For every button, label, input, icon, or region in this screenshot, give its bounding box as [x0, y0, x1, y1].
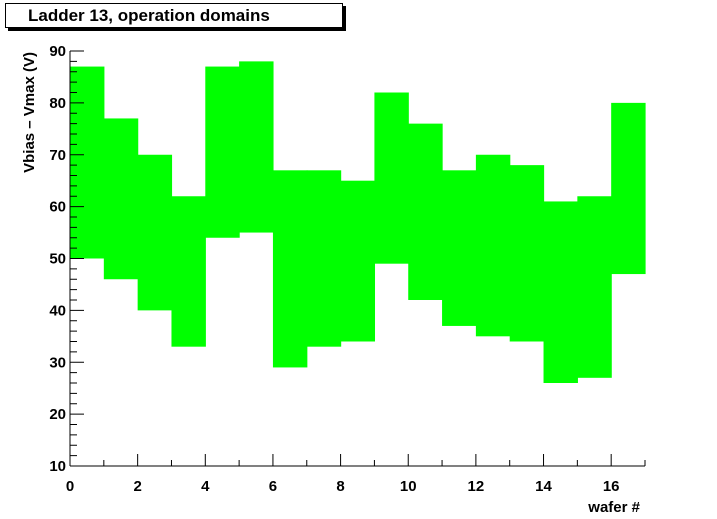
axes-layer: 0 2 4 6 8 10 12 14 16 10 20 30 40 50 60 70 80 90 [49, 43, 646, 495]
bar-wafer-6 [272, 170, 308, 368]
x-tick-label: 4 [201, 478, 210, 495]
x-tick-label: 16 [603, 478, 620, 495]
y-tick-label: 40 [49, 302, 66, 319]
y-tick-label: 90 [49, 43, 66, 60]
x-tick-label: 2 [133, 478, 141, 495]
bar-wafer-16 [611, 102, 646, 275]
y-tick-label: 70 [49, 147, 66, 164]
chart-title: Ladder 13, operation domains [28, 6, 270, 25]
bar-wafer-11 [442, 170, 477, 326]
x-tick-label: 10 [400, 478, 417, 495]
bar-wafer-2 [137, 154, 173, 311]
bar-wafer-10 [408, 123, 443, 300]
bar-wafer-0 [70, 66, 105, 259]
bar-wafer-7 [306, 170, 342, 347]
y-tick-label: 60 [49, 199, 66, 216]
x-tick-label: 6 [269, 478, 277, 495]
bar-wafer-14 [543, 201, 578, 383]
bar-wafer-13 [509, 165, 545, 342]
bar-wafer-15 [577, 196, 612, 378]
chart-title-box: Ladder 13, operation domains [5, 3, 343, 28]
y-tick-label: 50 [49, 251, 66, 268]
x-tick-label: 0 [66, 478, 74, 495]
bar-wafer-8 [340, 180, 376, 342]
bar-wafer-4 [205, 66, 240, 238]
y-tick-label: 20 [49, 406, 66, 423]
bar-wafer-12 [475, 154, 511, 337]
bar-wafer-1 [103, 118, 139, 280]
x-tick-label: 14 [535, 478, 552, 495]
bars-layer [70, 61, 646, 383]
bar-wafer-3 [171, 196, 206, 347]
x-tick-label: 12 [468, 478, 485, 495]
bar-wafer-5 [239, 61, 274, 233]
bar-wafer-9 [374, 92, 409, 264]
y-axis-label: Vbias – Vmax (V) [21, 52, 38, 173]
y-tick-label: 10 [49, 458, 66, 475]
y-tick-label: 80 [49, 95, 66, 112]
x-axis-label: wafer # [587, 499, 640, 516]
x-tick-label: 8 [336, 478, 344, 495]
y-tick-label: 30 [49, 354, 66, 371]
